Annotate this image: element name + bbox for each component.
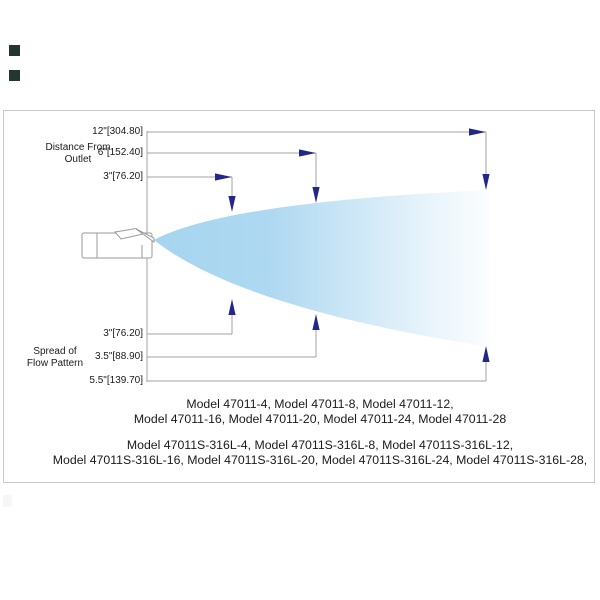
distance-callout-3in-right-arrow-icon [215, 173, 232, 181]
distance-callout-12in-label: 12"[304.80] [92, 126, 143, 137]
distance-callout-3in-label: 3"[76.20] [103, 171, 143, 182]
distance-caption-line2: Outlet [64, 153, 92, 165]
model-group2-line1: Model 47011S-316L-4, Model 47011S-316L-8… [126, 438, 514, 452]
spread-callout-5.5in-up-arrow-icon [482, 346, 490, 362]
flow-pattern-cone [154, 190, 490, 347]
distance-callout-6in-label: 6"[152.40] [97, 147, 143, 158]
spread-of-flow-pattern-caption: Spread of Flow Pattern [15, 346, 95, 369]
diagram-border-box [3, 110, 595, 483]
model-group1-line2: Model 47011-16, Model 47011-20, Model 47… [133, 411, 507, 426]
model-group-1: Model 47011-4, Model 47011-8, Model 4701… [20, 397, 600, 426]
distance-callout-12in-right-arrow-icon [469, 128, 486, 136]
bottom-left-square [3, 495, 12, 507]
spread-callout-5.5in-label: 5.5"[139.70] [89, 375, 143, 386]
spread-caption-line1: Spread of [33, 346, 77, 357]
spread-callout-3in-up-arrow-icon [228, 299, 236, 315]
model-group2-line2: Model 47011S-316L-16, Model 47011S-316L-… [52, 452, 588, 467]
distance-callout-6in-down-arrow-icon [312, 187, 320, 203]
model-group1-line1: Model 47011-4, Model 47011-8, Model 4701… [186, 397, 454, 411]
distance-caption-line1: Distance From [45, 142, 111, 153]
spread-callout-3.5in-up-arrow-icon [312, 314, 320, 330]
distance-callout-6in-right-arrow-icon [299, 149, 316, 157]
top-left-square-1 [9, 45, 20, 56]
nozzle-tip [135, 228, 155, 243]
distance-callout-12in-down-arrow-icon [482, 174, 490, 190]
spread-caption-line2: Flow Pattern [26, 357, 84, 369]
spread-callout-3in-label: 3"[76.20] [103, 328, 143, 339]
top-left-square-2 [9, 70, 20, 81]
nozzle-drawing [81, 227, 155, 259]
spread-callout-3.5in-label: 3.5"[88.90] [94, 351, 143, 362]
distance-callout-3in-down-arrow-icon [228, 196, 236, 212]
model-group-2: Model 47011S-316L-4, Model 47011S-316L-8… [20, 438, 600, 467]
distance-from-outlet-caption: Distance From Outlet [33, 142, 123, 165]
